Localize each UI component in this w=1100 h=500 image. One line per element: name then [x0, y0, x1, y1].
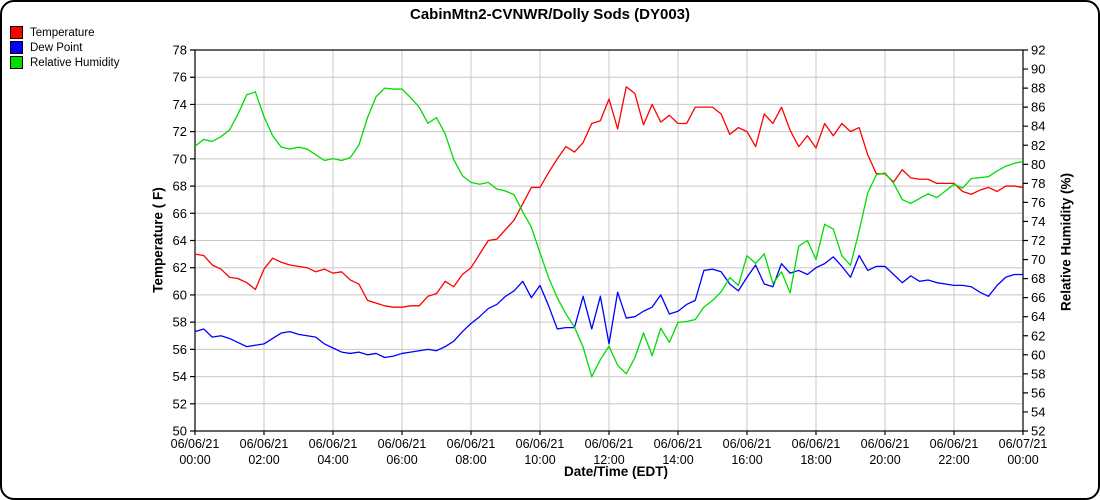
left-tick-label: 70 — [173, 151, 187, 166]
left-axis-title: Temperature ( F) — [150, 187, 166, 293]
right-tick-label: 60 — [1031, 347, 1045, 362]
x-tick-time: 14:00 — [662, 453, 693, 467]
x-tick-date: 06/06/21 — [447, 437, 496, 451]
chart-title: CabinMtn2-CVNWR/Dolly Sods (DY003) — [409, 6, 691, 23]
x-tick-time: 22:00 — [938, 453, 969, 467]
series-dew-point-line — [194, 254, 1023, 359]
left-tick-label: 68 — [173, 179, 187, 194]
left-tick-label: 56 — [173, 342, 187, 357]
right-tick-label: 92 — [1031, 43, 1045, 58]
right-tick-label: 88 — [1031, 81, 1045, 96]
legend-item-relative-humidity: Relative Humidity — [10, 55, 119, 70]
right-tick-label: 84 — [1031, 119, 1045, 134]
x-tick-date: 06/06/21 — [585, 437, 634, 451]
x-tick-time: 06:00 — [386, 453, 417, 467]
x-tick-time: 18:00 — [800, 453, 831, 467]
legend: Temperature Dew Point Relative Humidity — [10, 25, 119, 70]
left-tick-label: 54 — [173, 369, 187, 384]
x-tick-date: 06/07/21 — [999, 437, 1048, 451]
x-tick-date: 06/06/21 — [930, 437, 979, 451]
right-tick-label: 64 — [1031, 309, 1045, 324]
right-tick-label: 90 — [1031, 62, 1045, 77]
x-tick-date: 06/06/21 — [723, 437, 772, 451]
x-tick-time: 16:00 — [731, 453, 762, 467]
right-tick-label: 78 — [1031, 176, 1045, 191]
legend-item-dew-point: Dew Point — [10, 40, 119, 55]
left-tick-label: 74 — [173, 97, 187, 112]
x-tick-time: 08:00 — [455, 453, 486, 467]
x-tick-time: 04:00 — [317, 453, 348, 467]
x-tick-date: 06/06/21 — [654, 437, 703, 451]
right-tick-label: 66 — [1031, 290, 1045, 305]
right-axis-title: Relative Humidity (%) — [1058, 172, 1074, 312]
x-tick-time: 00:00 — [1007, 453, 1038, 467]
x-tick-date: 06/06/21 — [171, 437, 220, 451]
x-tick-time: 00:00 — [179, 453, 210, 467]
x-tick-date: 06/06/21 — [792, 437, 841, 451]
right-tick-label: 82 — [1031, 138, 1045, 153]
right-tick-label: 74 — [1031, 214, 1045, 229]
right-tick-label: 56 — [1031, 385, 1045, 400]
legend-label: Relative Humidity — [30, 56, 120, 69]
left-tick-label: 52 — [173, 396, 187, 411]
right-tick-label: 54 — [1031, 404, 1045, 419]
x-tick-time: 02:00 — [248, 453, 279, 467]
x-tick-time: 12:00 — [593, 453, 624, 467]
x-tick-date: 06/06/21 — [378, 437, 427, 451]
right-tick-label: 86 — [1031, 100, 1045, 115]
left-tick-label: 66 — [173, 206, 187, 221]
left-tick-label: 76 — [173, 70, 187, 85]
x-axis-title: Date/Time (EDT) — [563, 464, 669, 479]
x-tick-date: 06/06/21 — [240, 437, 289, 451]
relative-humidity-swatch-icon — [10, 56, 23, 69]
left-tick-label: 78 — [173, 43, 187, 58]
right-tick-label: 68 — [1031, 271, 1045, 286]
legend-label: Dew Point — [30, 41, 83, 54]
x-tick-date: 06/06/21 — [516, 437, 565, 451]
x-tick-date: 06/06/21 — [861, 437, 910, 451]
right-tick-label: 80 — [1031, 157, 1045, 172]
x-tick-date: 06/06/21 — [309, 437, 358, 451]
legend-item-temperature: Temperature — [10, 25, 119, 40]
right-tick-label: 70 — [1031, 252, 1045, 267]
right-tick-label: 58 — [1031, 366, 1045, 381]
left-tick-label: 60 — [173, 287, 187, 302]
right-tick-label: 62 — [1031, 328, 1045, 343]
temperature-swatch-icon — [10, 26, 23, 39]
legend-label: Temperature — [30, 26, 95, 39]
left-tick-label: 50 — [173, 424, 187, 439]
x-tick-time: 20:00 — [869, 453, 900, 467]
right-tick-label: 72 — [1031, 233, 1045, 248]
left-tick-label: 62 — [173, 260, 187, 275]
right-tick-label: 76 — [1031, 195, 1045, 210]
left-tick-label: 72 — [173, 124, 187, 139]
dew-point-swatch-icon — [10, 41, 23, 54]
left-tick-label: 58 — [173, 315, 187, 330]
right-tick-label: 52 — [1031, 424, 1045, 439]
left-tick-label: 64 — [173, 233, 187, 248]
series-relative-humidity-line — [194, 87, 1024, 378]
x-tick-time: 10:00 — [524, 453, 555, 467]
